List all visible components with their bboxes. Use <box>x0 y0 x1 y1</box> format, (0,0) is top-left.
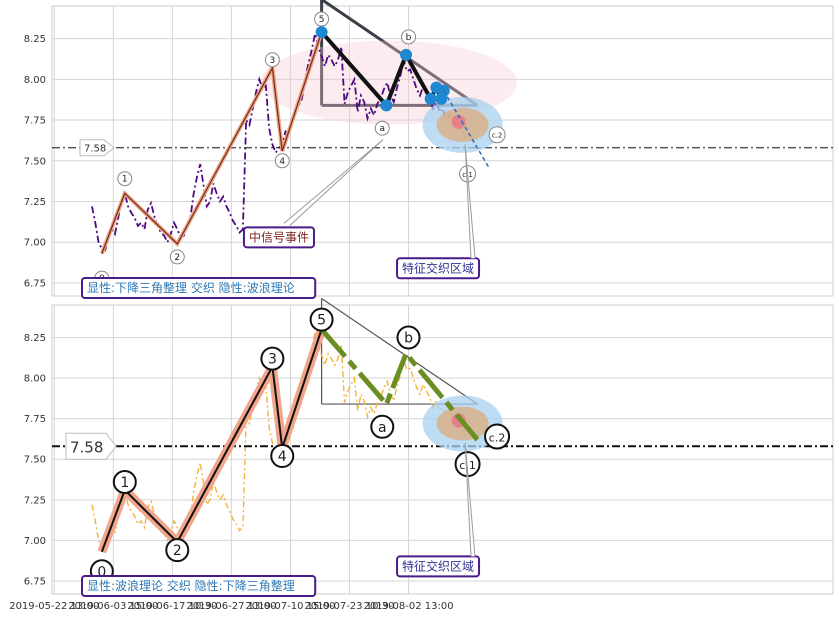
annotation-text: 显性:下降三角整理 交织 隐性:波浪理论 <box>87 280 295 295</box>
wave-label-circle <box>396 325 421 350</box>
wave-label-circle <box>488 126 506 144</box>
y-tick-label: 7.75 <box>24 116 46 127</box>
annotation-box <box>81 575 317 597</box>
triangle-top-line <box>320 0 479 107</box>
wave-label-5: 5 <box>319 15 325 25</box>
wave-path <box>100 329 323 553</box>
x-tick-label: 2019-08-02 13:00 <box>363 601 453 612</box>
annotation-box <box>396 257 481 280</box>
y-tick-label: 8.00 <box>24 374 46 385</box>
wave-label-circle <box>112 469 137 494</box>
triangle-vertex-marker <box>315 26 328 39</box>
panel-bottom: 6.75 7.00 7.25 7.50 7.75 8.00 8.25 7.58 0 1 2 3 4 5 a b… <box>9 298 834 612</box>
wave-label-1: 1 <box>120 475 129 491</box>
x-tick-label: 2019-06-17 10:30 <box>127 601 217 612</box>
y-tick-label: 7.75 <box>24 414 46 425</box>
wave-label-circle <box>117 171 133 187</box>
wave-label-2: 2 <box>174 253 180 263</box>
wave-label-b: b <box>404 330 413 346</box>
reference-value-badge <box>65 432 117 460</box>
x-tick-label: 2019-06-27 13:00 <box>186 601 276 612</box>
triangle-vertex-marker <box>424 92 437 105</box>
wave-label-c.2: c.2 <box>489 432 506 445</box>
annotation-text: 特征交织区域 <box>402 260 474 275</box>
y-tick-label: 7.25 <box>24 197 46 208</box>
annotation-pointer <box>464 442 476 557</box>
y-tick-label: 8.25 <box>24 34 46 45</box>
x-tick-label: 2019-07-10 15:00 <box>245 601 335 612</box>
y-tick-label: 6.75 <box>24 577 46 588</box>
wave-label-circle <box>314 11 330 27</box>
triangle-top-line <box>321 298 478 405</box>
wave-label-c.2: c.2 <box>492 132 503 140</box>
x-tick-label: 2019-07-23 10:30 <box>304 601 394 612</box>
reference-value-badge <box>79 139 115 157</box>
plot-area <box>51 5 834 297</box>
annotation-box <box>396 555 481 578</box>
annotation-box <box>242 226 315 249</box>
y-tick-label: 8.00 <box>24 75 46 86</box>
wave-label-3: 3 <box>270 56 276 66</box>
wave-label-circle <box>309 307 334 332</box>
wave-label-a: a <box>380 124 386 134</box>
y-tick-label: 7.50 <box>24 156 46 167</box>
triangle-path <box>319 327 480 442</box>
x-tick-label: 2019-06-03 15:00 <box>68 601 158 612</box>
triangle-vertex-marker <box>380 99 393 112</box>
wave-label-circle <box>401 29 417 45</box>
annotation-box <box>81 277 317 299</box>
reference-value-label: 7.58 <box>84 144 106 155</box>
wave-label-circle <box>374 120 390 136</box>
wave-label-0: 0 <box>97 564 106 580</box>
y-tick-label: 6.75 <box>24 278 46 289</box>
y-tick-label: 7.00 <box>24 536 46 547</box>
wave-label-circle <box>484 423 511 450</box>
panel-top: 6.757.007.257.507.758.008.257.58012345ab… <box>24 0 834 299</box>
wave-label-circle <box>270 443 295 468</box>
wave-label-circle <box>260 346 285 371</box>
annotation-text: 显性:波浪理论 交织 隐性:下降三角整理 <box>87 578 295 593</box>
wave-label-b: b <box>406 33 412 43</box>
wave-label-5: 5 <box>317 313 326 329</box>
wave-label-4: 4 <box>279 157 285 167</box>
wave-label-circle <box>165 538 190 563</box>
reference-value-label: 7.58 <box>70 438 103 456</box>
wave-label-circle <box>264 52 280 68</box>
annotation-pointer <box>464 144 476 259</box>
wave-label-4: 4 <box>278 449 287 465</box>
annotation-text: 特征交织区域 <box>402 558 474 573</box>
wave-label-circle <box>370 414 395 439</box>
interaction-zone-center <box>451 114 466 129</box>
projection-line <box>443 90 491 170</box>
y-tick-label: 7.50 <box>24 455 46 466</box>
y-tick-label: 8.25 <box>24 333 46 344</box>
wave-label-circle <box>169 249 185 265</box>
x-tick-label: 2019-05-22 13:00 <box>9 601 99 612</box>
wave-path <box>101 31 323 254</box>
triangle-vertex-marker <box>400 48 413 61</box>
wave-label-3: 3 <box>268 352 277 368</box>
wave-label-circle <box>274 153 290 169</box>
wave-label-a: a <box>378 420 387 436</box>
y-tick-label: 7.25 <box>24 495 46 506</box>
wave-label-2: 2 <box>173 543 182 559</box>
y-tick-label: 7.00 <box>24 238 46 249</box>
annotation-pointer <box>283 139 384 226</box>
annotation-text: 中信号事件 <box>249 229 309 244</box>
wave-label-1: 1 <box>122 175 128 185</box>
